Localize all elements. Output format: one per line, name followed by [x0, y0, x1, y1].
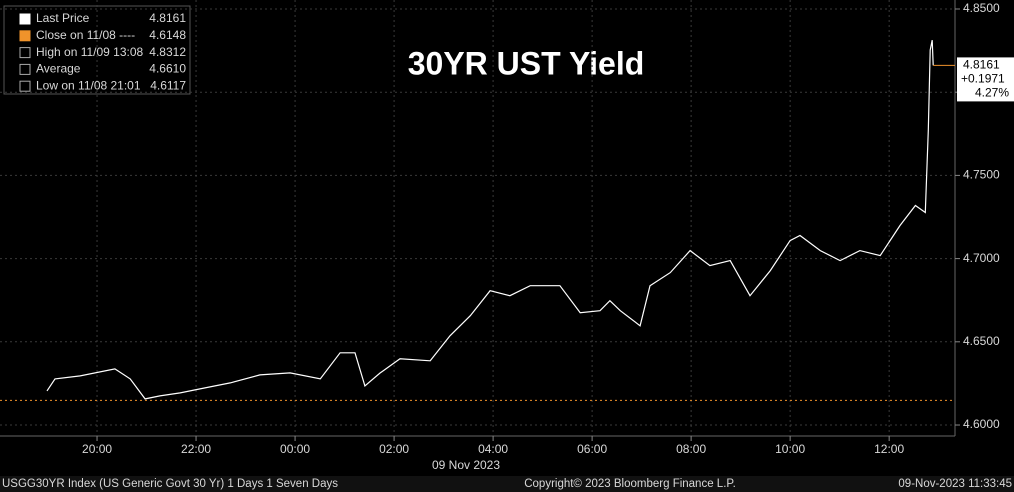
legend-value: 4.6148: [149, 28, 186, 42]
y-tick-label: 4.6500: [963, 334, 1000, 348]
footer-center: Copyright© 2023 Bloomberg Finance L.P.: [524, 478, 736, 490]
legend-swatch: [19, 63, 31, 75]
price-line: [46, 39, 934, 400]
x-tick-label: 00:00: [280, 442, 310, 456]
x-tick-label: 12:00: [874, 442, 904, 456]
last-price-label: 4.8161: [963, 58, 1000, 72]
legend-swatch: [19, 30, 31, 42]
x-tick-label: 20:00: [82, 442, 112, 456]
legend-value: 4.6610: [149, 62, 186, 76]
x-tick-label: 06:00: [577, 442, 607, 456]
x-tick-label: 22:00: [181, 442, 211, 456]
footer-bar: [0, 476, 1014, 492]
legend-label: Average: [36, 62, 81, 76]
legend-value: 4.8161: [149, 11, 186, 25]
legend-label: Low on 11/08 21:01: [36, 78, 141, 92]
x-tick-label: 04:00: [478, 442, 508, 456]
pct-label: 4.27%: [975, 86, 1009, 100]
legend-label: Last Price: [36, 11, 90, 25]
change-label: +0.1971: [961, 72, 1005, 86]
legend-value: 4.8312: [149, 45, 186, 59]
legend-value: 4.6117: [150, 78, 186, 92]
legend-label: High on 11/09 13:08: [36, 45, 144, 59]
y-tick-label: 4.7500: [963, 168, 1000, 182]
x-tick-label: 08:00: [676, 442, 706, 456]
x-tick-label: 10:00: [775, 442, 805, 456]
legend-swatch: [19, 80, 31, 92]
x-axis-label: 09 Nov 2023: [432, 458, 500, 472]
chart-title: 30YR UST Yield: [408, 45, 645, 81]
legend-swatch: [19, 47, 31, 59]
legend-label: Close on 11/08 ----: [36, 28, 135, 42]
y-tick-label: 4.7000: [963, 251, 1000, 265]
y-tick-label: 4.8500: [963, 1, 1000, 15]
legend-swatch: [19, 13, 31, 25]
last-tag-box: [957, 57, 1014, 102]
footer-right: 09-Nov-2023 11:33:45: [898, 478, 1012, 490]
x-tick-label: 02:00: [379, 442, 409, 456]
footer-left: USGG30YR Index (US Generic Govt 30 Yr) 1…: [2, 478, 338, 490]
y-tick-label: 4.6000: [963, 417, 1000, 431]
